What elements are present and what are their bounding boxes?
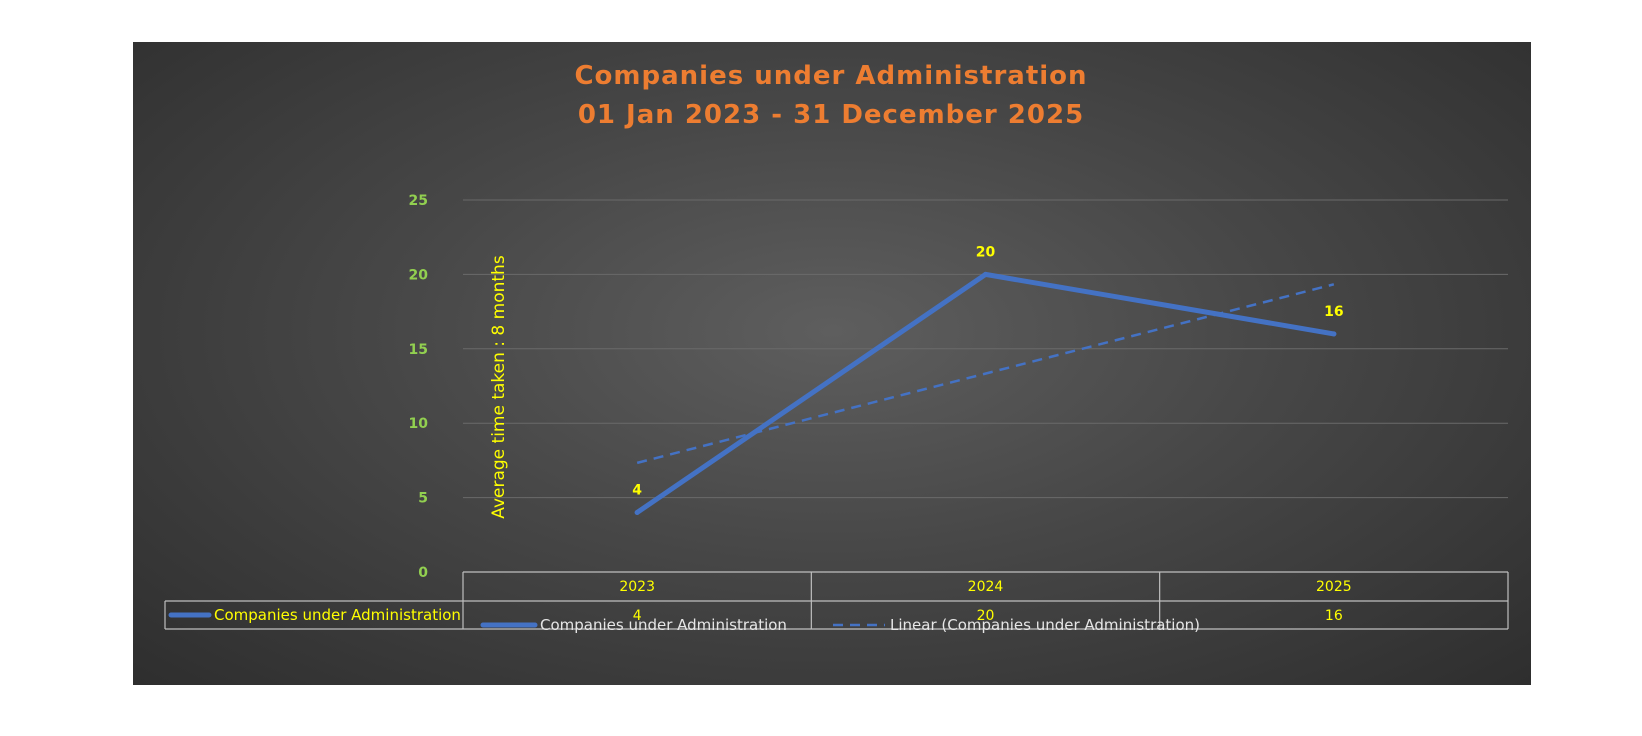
data-label: 4 (632, 482, 642, 498)
data-point (634, 509, 640, 515)
legend-label-series: Companies under Administration (540, 616, 787, 634)
legend: Companies under Administration Linear (Co… (480, 616, 1200, 634)
category-label: 2023 (619, 579, 655, 595)
table-row-header: Companies under Administration (214, 606, 461, 624)
data-label: 20 (976, 244, 996, 260)
table-cell-value: 4 (633, 608, 642, 624)
trendline (636, 283, 1335, 465)
data-table: 2023 4 2024 20 2025 16 Companies under Adminis… (164, 571, 1509, 630)
data-label: 16 (1324, 304, 1343, 320)
chart-svg: Companies under Administration 01 Jan 20… (164, 61, 1509, 634)
data-point (983, 271, 988, 277)
table-cell-value: 16 (1325, 608, 1343, 624)
legend-label-trendline: Linear (Companies under Administration) (890, 616, 1200, 634)
category-label: 2025 (1316, 579, 1352, 595)
series-line (634, 271, 1337, 515)
plot-area: 4 20 16 (632, 244, 1344, 515)
y-tick-label: 15 (409, 342, 428, 358)
chart-title: Companies under Administration (574, 61, 1087, 91)
y-axis-ticks: 0 5 10 15 20 25 (409, 193, 429, 581)
y-tick-label: 10 (409, 416, 429, 432)
y-tick-label: 25 (409, 193, 428, 209)
y-tick-label: 20 (409, 267, 429, 283)
y-tick-label: 5 (418, 491, 428, 507)
table-cell-value: 20 (977, 608, 995, 624)
chart-subtitle: 01 Jan 2023 - 31 December 2025 (578, 100, 1084, 130)
chart-panel: Companies under Administration 01 Jan 20… (133, 42, 1531, 685)
y-tick-label: 0 (418, 565, 428, 581)
category-label: 2024 (968, 579, 1004, 595)
avg-time-annotation: Average time taken : 8 months (489, 255, 509, 519)
gridlines (463, 199, 1508, 499)
data-point (1331, 331, 1337, 337)
